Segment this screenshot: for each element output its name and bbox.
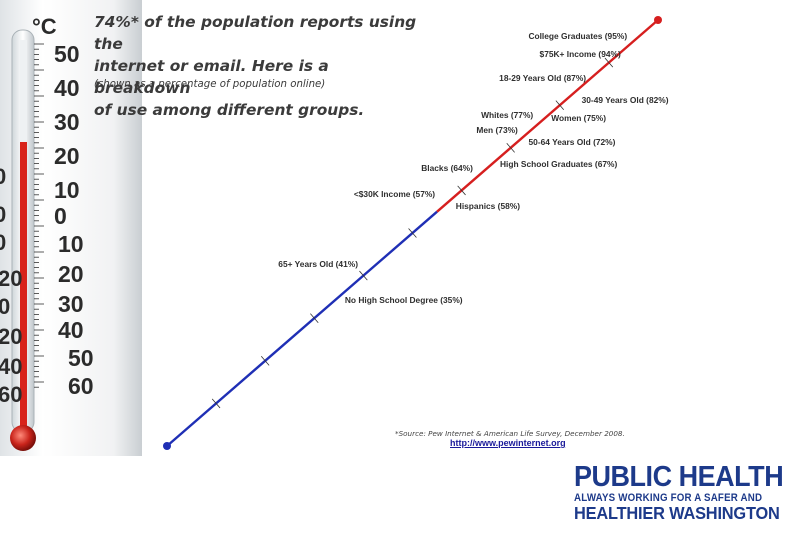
thermometer-edge-number: 0 [0,294,10,319]
thermometer-edge-number: 20 [0,266,22,291]
group-label: 18-29 Years Old (87%) [499,73,587,84]
thermometer-unit: °C [32,14,57,39]
thermometer-lower-number: 20 [58,261,84,287]
source-link[interactable]: http://www.pewinternet.org [450,438,566,448]
scale-tick [555,100,565,110]
thermometer-lower-number: 30 [58,291,84,317]
thermometer-upper-number: 0 [54,203,67,229]
public-health-logo: PUBLIC HEALTH ALWAYS WORKING FOR A SAFER… [574,462,800,523]
headline-line-2: internet or email. Here is a breakdown [94,57,329,97]
group-label: Whites (77%) [481,109,534,120]
scale-tick [260,356,270,366]
group-label: 30-49 Years Old (82%) [581,94,669,105]
scale-end-dot [654,16,662,24]
group-label: 50-64 Years Old (72%) [528,137,616,148]
thermometer-edge-number: 40 [0,354,22,379]
group-label: Blacks (64%) [421,163,473,174]
scale-tick [310,313,319,323]
thermometer-upper-number: 10 [54,177,80,203]
thermometer-image: °C 50 40 30 20 10 0 10 20 30 40 50 60 0 0 0 20 0 20 40 60 [0,0,142,456]
group-label: 65+ Years Old (41%) [278,259,358,270]
thermometer-lower-number: 10 [58,231,84,257]
headline: 74%* of the population reports using the… [94,11,424,121]
source-note: *Source: Pew Internet & American Life Su… [395,429,625,438]
headline-line-1: 74%* of the population reports using the [94,13,417,53]
scale-tick [604,57,614,68]
group-label: $75K+ Income (94%) [539,48,621,59]
thermometer-edge-number: 0 [0,164,6,189]
thermometer-lower-number: 40 [58,317,84,343]
thermometer-upper-number: 40 [54,75,80,101]
group-label: Women (75%) [551,112,607,123]
thermometer-edge-number: 20 [0,324,22,349]
scale-tick [506,143,515,153]
thermometer-edge-number: 0 [0,202,6,227]
group-label: Men (73%) [476,125,518,136]
logo-line-3: HEALTHIER WASHINGTON [574,503,780,523]
scale-tick [359,270,368,281]
scale-start-dot [163,442,171,450]
group-label: College Graduates (95%) [528,31,628,42]
group-label: <$30K Income (57%) [353,189,436,200]
headline-subnote: (shown as a percentage of population onl… [94,79,326,90]
group-label: High School Graduates (67%) [499,158,618,169]
group-label: Hispanics (58%) [455,200,520,211]
thermometer-lower-number: 60 [68,373,94,399]
scale-tick [408,228,417,238]
thermometer-edge-number: 0 [0,230,6,255]
thermometer-upper-number: 20 [54,143,80,169]
scale-line-low [166,210,438,447]
logo-line-1: PUBLIC HEALTH [574,461,784,493]
thermometer-lower-number: 50 [68,345,94,371]
scale-tick [211,398,221,409]
scale-tick [457,185,466,196]
thermometer-upper-number: 50 [54,41,80,67]
thermometer-edge-number: 60 [0,382,22,407]
headline-line-3: of use among different groups. [94,101,365,119]
scale-line-high [436,19,659,213]
thermometer-upper-number: 30 [54,109,80,135]
group-label: No High School Degree (35%) [344,294,463,305]
logo-line-2: ALWAYS WORKING FOR A SAFER AND [574,492,763,504]
